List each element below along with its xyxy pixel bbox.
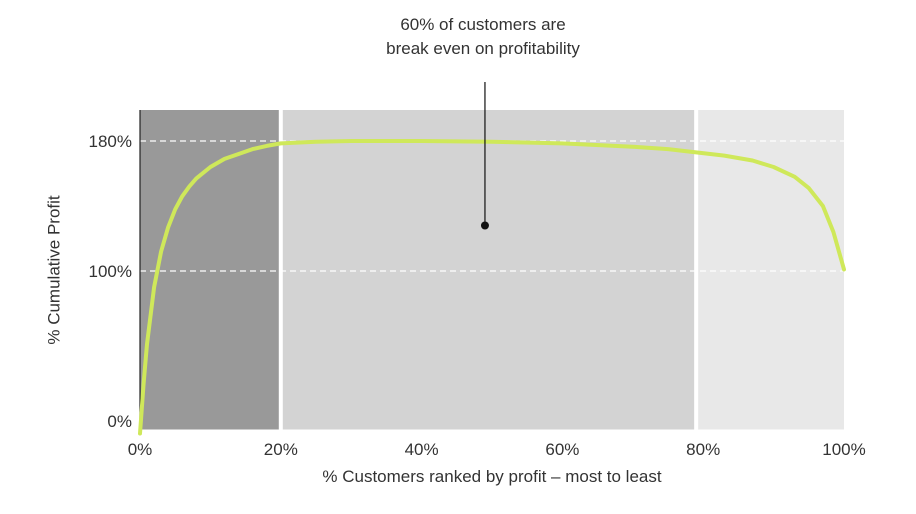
region-band-2: [280, 110, 697, 430]
x-axis-title: % Customers ranked by profit – most to l…: [322, 467, 661, 486]
x-tick-label: 100%: [822, 440, 865, 459]
y-tick-label: 180%: [89, 132, 132, 151]
x-tick-label: 60%: [545, 440, 579, 459]
axis-layer: [139, 110, 844, 431]
region-band-3: [696, 110, 844, 430]
y-axis-title: % Cumulative Profit: [44, 195, 63, 345]
annotation-layer: 60% of customers are break even on profi…: [386, 15, 580, 230]
x-tick-label: 20%: [264, 440, 298, 459]
series-layer: [138, 139, 846, 436]
series-line-1: [138, 139, 846, 436]
annotation-text-line-1: 60% of customers are: [400, 15, 565, 34]
x-tick-label: 0%: [128, 440, 153, 459]
annotation-text-line-2: break even on profitability: [386, 39, 580, 58]
annotation-marker: [480, 221, 489, 230]
band-layer: [140, 110, 844, 430]
x-tick-label: 40%: [405, 440, 439, 459]
y-tick-label: 100%: [89, 262, 132, 281]
region-band-1: [140, 110, 281, 430]
x-tick-label: 80%: [686, 440, 720, 459]
tick-label-layer: 0% 20% 40% 60% 80% 100% 0% 100% 180%: [89, 132, 866, 459]
y-tick-label: 0%: [107, 412, 132, 431]
